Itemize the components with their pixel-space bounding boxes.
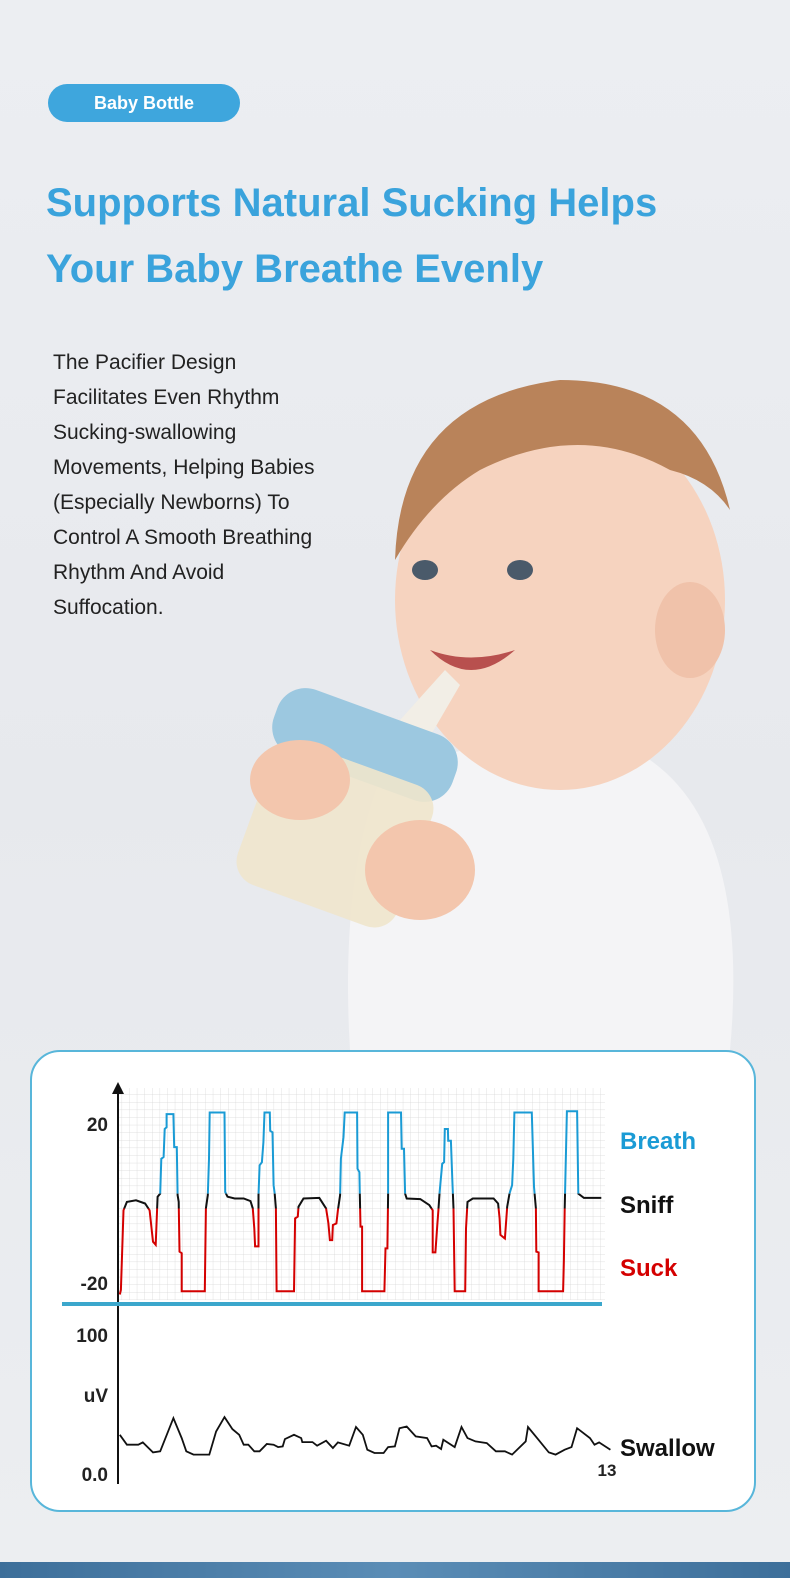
ear: [655, 582, 725, 678]
legend-swallow: Swallow: [620, 1435, 715, 1462]
legend-breath: Breath: [620, 1128, 696, 1155]
legend-suck: Suck: [620, 1255, 678, 1282]
description-line: The Pacifier Design: [53, 351, 237, 374]
hand: [250, 740, 350, 820]
ytick-label-100: 100: [76, 1326, 108, 1347]
ytick-label-20: 20: [87, 1115, 108, 1136]
description-line: Sucking-swallowing: [53, 421, 237, 444]
eye: [507, 560, 533, 580]
description-line: Rhythm And Avoid: [53, 561, 225, 584]
suck-series-line: [118, 1208, 566, 1295]
description-line: Suffocation.: [53, 596, 164, 619]
ylabel-uv: uV: [84, 1386, 109, 1407]
hand: [365, 820, 475, 920]
top-trace-group: [118, 1110, 602, 1295]
description-line: Movements, Helping Babies: [53, 456, 315, 479]
xtick-label-13: 13: [598, 1461, 617, 1480]
baby-hair: [395, 380, 730, 560]
headline-line-2: Your Baby Breathe Evenly: [46, 247, 544, 291]
category-badge: Baby Bottle: [48, 84, 240, 122]
ytick-label-neg20: -20: [81, 1274, 108, 1295]
breath-series-line: [158, 1110, 580, 1194]
bottle-cap: [272, 688, 458, 802]
swallow-trace-group: [119, 1415, 611, 1456]
description: The Pacifier Design Facilitates Even Rhy…: [53, 345, 383, 625]
mouth: [430, 650, 515, 670]
ytick-label-0: 0.0: [82, 1465, 108, 1486]
description-line: Control A Smooth Breathing: [53, 526, 313, 549]
baby-with-bottle-photo: [236, 380, 734, 1050]
bottom-strip: [0, 1562, 790, 1578]
headline-line-1: Supports Natural Sucking Helps: [46, 181, 658, 225]
baby-body: [348, 744, 734, 1050]
swallow-series-line: [119, 1415, 611, 1456]
baby-face: [395, 410, 725, 790]
description-line: Facilitates Even Rhythm: [53, 386, 280, 409]
legend-sniff: Sniff: [620, 1192, 674, 1219]
description-line: (Especially Newborns) To: [53, 491, 290, 514]
eye: [412, 560, 438, 580]
y-axis-arrow-icon: [112, 1082, 124, 1094]
headline: Supports Natural Sucking Helps Your Baby…: [46, 170, 657, 302]
